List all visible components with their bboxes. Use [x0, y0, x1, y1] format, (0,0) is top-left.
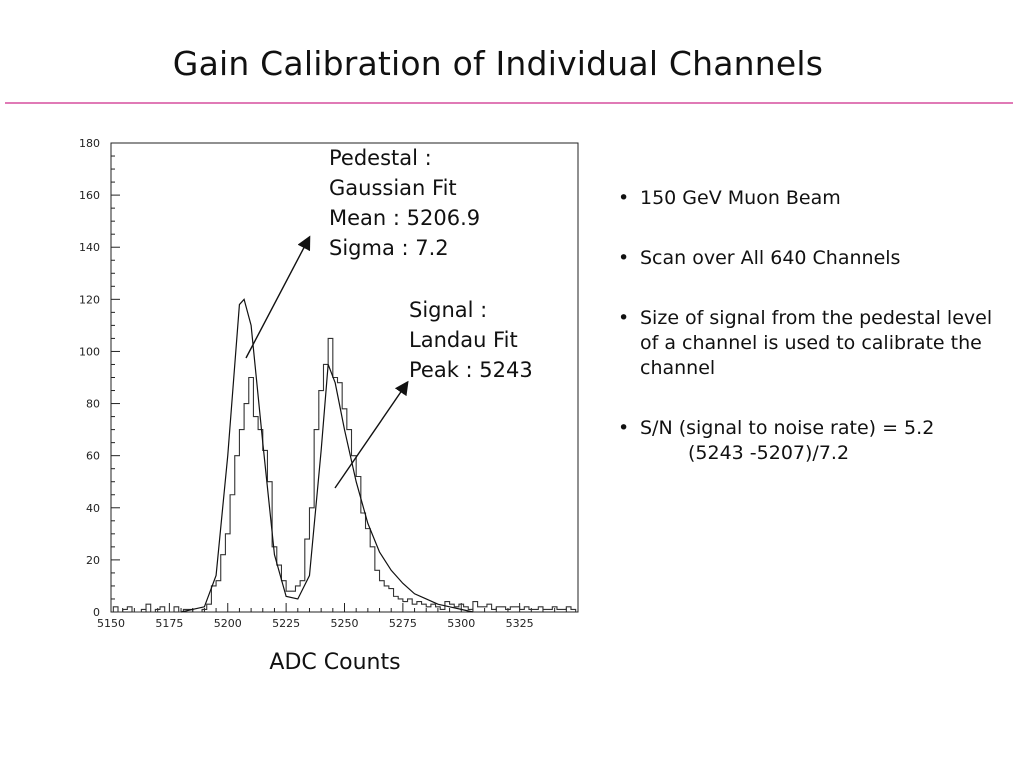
y-tick-label: 120 [79, 293, 100, 306]
bullet-text: 150 GeV Muon Beam [640, 187, 841, 209]
y-tick-label: 0 [93, 606, 100, 619]
bullet-item: • 150 GeV Muon Beam [618, 186, 1008, 211]
bullet-dot-icon: • [618, 417, 630, 439]
pedestal-label: Pedestal : [329, 146, 432, 170]
adc-histogram-chart: 0 20 40 60 80 100 120 140 160 180 5150 5175 5200 5225… [79, 137, 579, 630]
bullet-item: • Size of signal from the pedestal level… [618, 306, 1008, 381]
x-tick-label: 5225 [272, 617, 300, 630]
y-tick-label: 20 [86, 554, 100, 567]
signal-arrow [334, 380, 409, 489]
y-tick-label: 40 [86, 502, 100, 515]
pedestal-annotation: Pedestal : Gaussian Fit Mean : 5206.9 Si… [329, 143, 480, 263]
y-tick-label: 80 [86, 398, 100, 411]
y-tick-label: 140 [79, 241, 100, 254]
bullet-dot-icon: • [618, 307, 630, 329]
x-tick-label: 5325 [506, 617, 534, 630]
pedestal-sigma: Sigma : 7.2 [329, 236, 449, 260]
signal-fit-type: Landau Fit [409, 328, 518, 352]
bullet-text: Scan over All 640 Channels [640, 247, 901, 269]
x-tick-label: 5175 [155, 617, 183, 630]
bullet-item: • S/N (signal to noise rate) = 5.2 (5243… [618, 416, 1008, 466]
pedestal-fit-type: Gaussian Fit [329, 176, 457, 200]
bullet-text: Size of signal from the pedestal level o… [640, 307, 993, 379]
x-tick-label: 5150 [97, 617, 125, 630]
y-tick-label: 60 [86, 450, 100, 463]
title-divider [5, 102, 1013, 104]
y-tick-label: 160 [79, 189, 100, 202]
bullet-text: S/N (signal to noise rate) = 5.2 [640, 417, 935, 439]
bullet-item: • Scan over All 640 Channels [618, 246, 1008, 271]
y-tick-label: 180 [79, 137, 100, 150]
histogram-series [112, 337, 577, 613]
bullet-list: • 150 GeV Muon Beam • Scan over All 640 … [618, 186, 1008, 501]
y-tick-label: 100 [79, 345, 100, 358]
signal-annotation: Signal : Landau Fit Peak : 5243 [409, 295, 533, 385]
fit-curve-series [180, 298, 474, 613]
pedestal-mean: Mean : 5206.9 [329, 206, 481, 230]
x-tick-label: 5250 [331, 617, 359, 630]
pedestal-arrow [245, 235, 311, 359]
bullet-subtext: (5243 -5207)/7.2 [688, 442, 850, 464]
x-tick-label: 5200 [214, 617, 242, 630]
slide-title: Gain Calibration of Individual Channels [172, 44, 824, 83]
x-tick-label: 5275 [389, 617, 417, 630]
bullet-dot-icon: • [618, 247, 630, 269]
x-axis-label: ADC Counts [269, 650, 401, 675]
signal-label: Signal : [409, 298, 488, 322]
bullet-dot-icon: • [618, 187, 630, 209]
x-tick-label: 5300 [447, 617, 475, 630]
signal-peak: Peak : 5243 [409, 358, 533, 382]
